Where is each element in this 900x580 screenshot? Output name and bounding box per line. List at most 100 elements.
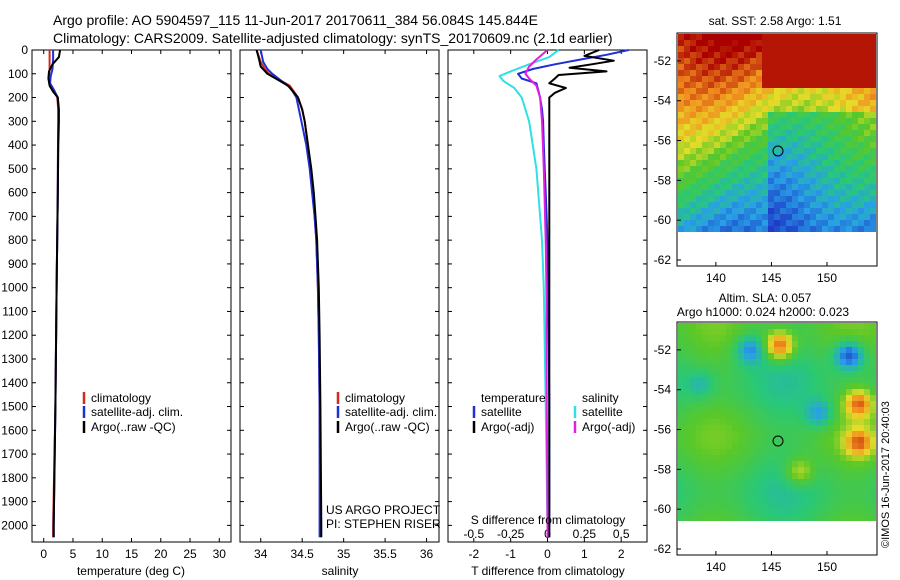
sla-cell — [840, 371, 846, 377]
sla-cell — [870, 419, 876, 425]
sla-cell — [774, 371, 780, 377]
sla-cell — [858, 437, 864, 443]
sla-cell — [786, 359, 792, 365]
sst-cell — [834, 178, 840, 184]
sst-cell — [762, 190, 768, 196]
sla-cell — [846, 401, 852, 407]
sla-cell — [702, 467, 708, 473]
sla-cell — [702, 371, 708, 377]
sst-cell — [858, 58, 864, 64]
sst-cell — [774, 190, 780, 196]
sla-cell — [768, 431, 774, 437]
sla-cell — [828, 491, 834, 497]
sla-cell — [768, 467, 774, 473]
sla-cell — [768, 461, 774, 467]
sst-cell — [804, 178, 810, 184]
sst-cell — [822, 118, 828, 124]
sla-cell — [738, 353, 744, 359]
sla-cell — [870, 413, 876, 419]
sla-cell — [870, 437, 876, 443]
sst-cell — [732, 58, 738, 64]
sla-cell — [762, 341, 768, 347]
sla-cell — [852, 509, 858, 515]
sst-cell — [798, 34, 804, 40]
sla-cell — [798, 401, 804, 407]
sst-cell — [750, 208, 756, 214]
sst-cell — [780, 100, 786, 106]
sst-cell — [786, 220, 792, 226]
sst-cell — [810, 106, 816, 112]
sla-cell — [834, 323, 840, 329]
sla-cell — [846, 365, 852, 371]
sst-cell — [828, 52, 834, 58]
sst-cell — [834, 88, 840, 94]
sst-cell — [726, 106, 732, 112]
sla-cell — [828, 497, 834, 503]
sla-cell — [750, 323, 756, 329]
sla-cell — [714, 359, 720, 365]
sla-cell — [750, 485, 756, 491]
sla-cell — [798, 491, 804, 497]
sla-cell — [810, 479, 816, 485]
sla-cell — [810, 455, 816, 461]
sla-cell — [792, 503, 798, 509]
sst-cell — [822, 124, 828, 130]
sla-cell — [780, 491, 786, 497]
sst-cell — [702, 40, 708, 46]
sla-cell — [786, 425, 792, 431]
sst-cell — [696, 172, 702, 178]
sst-cell — [714, 46, 720, 52]
sst-cell — [750, 100, 756, 106]
sst-cell — [846, 154, 852, 160]
sla-cell — [678, 515, 684, 521]
sst-cell — [828, 202, 834, 208]
sst-cell — [804, 70, 810, 76]
sst-cell — [684, 112, 690, 118]
sst-cell — [774, 82, 780, 88]
sla-cell — [756, 449, 762, 455]
sst-cell — [762, 40, 768, 46]
sla-cell — [774, 479, 780, 485]
sla-cell — [732, 377, 738, 383]
sla-cell — [846, 419, 852, 425]
sla-cell — [786, 401, 792, 407]
sla-cell — [774, 389, 780, 395]
sla-cell — [858, 401, 864, 407]
sla-cell — [762, 353, 768, 359]
sla-cell — [732, 437, 738, 443]
sla-cell — [696, 419, 702, 425]
sla-cell — [858, 383, 864, 389]
sla-cell — [786, 329, 792, 335]
sla-cell — [756, 461, 762, 467]
sst-cell — [678, 190, 684, 196]
sla-cell — [732, 335, 738, 341]
sla-cell — [822, 389, 828, 395]
sst-map-title: sat. SST: 2.58 Argo: 1.51 — [709, 14, 842, 28]
sst-cell — [738, 208, 744, 214]
sst-cell — [828, 172, 834, 178]
sst-cell — [816, 148, 822, 154]
sst-cell — [792, 76, 798, 82]
sst-cell — [768, 88, 774, 94]
sla-cell — [714, 371, 720, 377]
sla-cell — [810, 419, 816, 425]
sst-cell — [708, 40, 714, 46]
sla-cell — [780, 485, 786, 491]
sla-cell — [846, 461, 852, 467]
sst-cell — [768, 100, 774, 106]
sla-cell — [768, 371, 774, 377]
sla-cell — [690, 359, 696, 365]
sla-cell — [774, 485, 780, 491]
sla-cell — [726, 329, 732, 335]
sla-cell — [732, 383, 738, 389]
sla-cell — [762, 395, 768, 401]
sst-cell — [684, 46, 690, 52]
sla-cell — [744, 455, 750, 461]
sst-cell — [864, 82, 870, 88]
sla-cell — [846, 443, 852, 449]
sst-cell — [732, 172, 738, 178]
sst-cell — [858, 130, 864, 136]
sst-cell — [744, 52, 750, 58]
sla-cell — [810, 425, 816, 431]
sla-cell — [852, 419, 858, 425]
